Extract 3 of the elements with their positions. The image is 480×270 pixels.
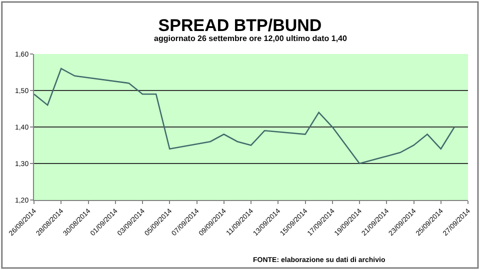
chart-title: SPREAD BTP/BUND	[158, 16, 322, 35]
line-series	[34, 68, 456, 164]
chart-subtitle: aggiornato 26 settembre ore 12,00 ultimo dato 1,40	[154, 34, 348, 43]
